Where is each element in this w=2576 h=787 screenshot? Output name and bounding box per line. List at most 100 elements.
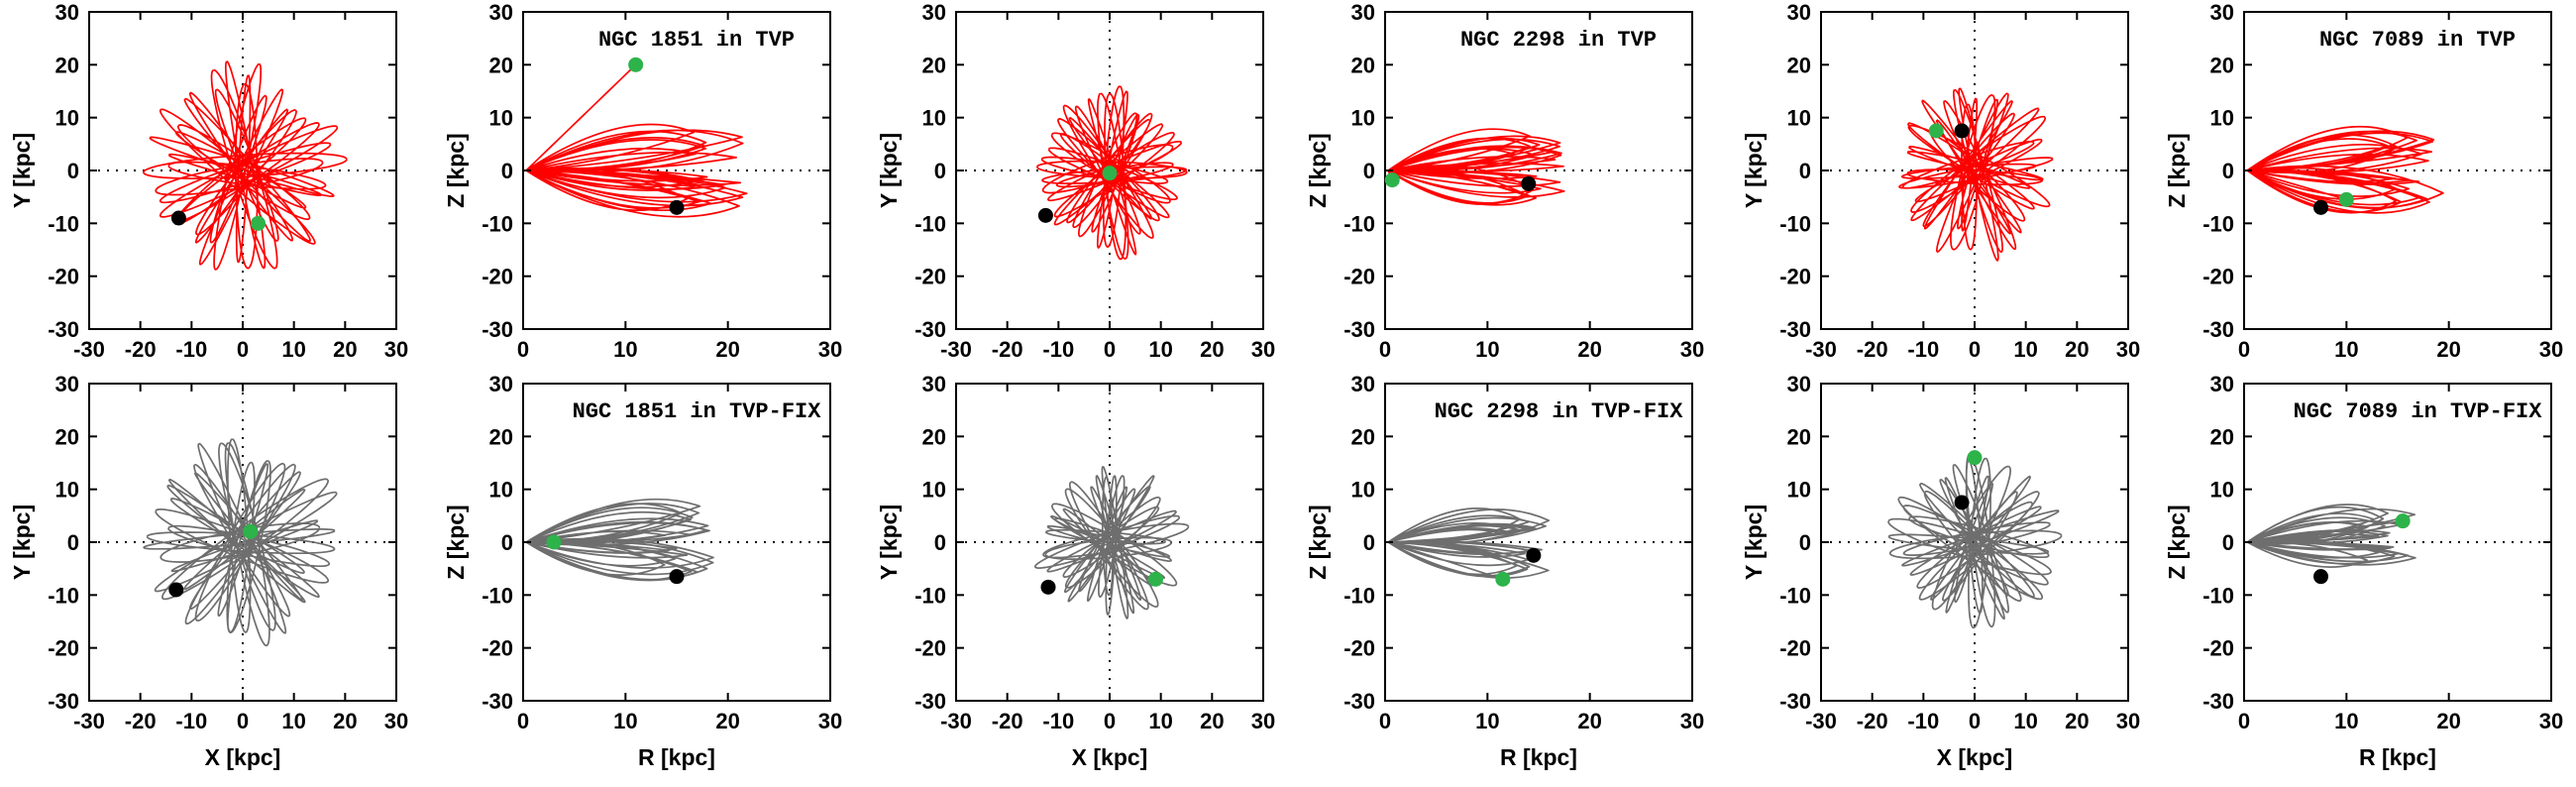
current-position-marker bbox=[669, 199, 685, 215]
y-tick-label: 30 bbox=[922, 372, 946, 396]
y-axis-label: Z [kpc] bbox=[1305, 133, 1331, 207]
y-tick-label: -30 bbox=[1343, 317, 1375, 342]
y-tick-label: 20 bbox=[922, 53, 946, 77]
y-tick-label: 0 bbox=[501, 530, 513, 555]
y-tick-label: -30 bbox=[1779, 689, 1811, 714]
y-axis-label: Y [kpc] bbox=[1741, 133, 1767, 208]
y-tick-label: -30 bbox=[482, 317, 513, 342]
orbit-path bbox=[1387, 507, 1551, 581]
y-tick-label: -10 bbox=[482, 211, 513, 236]
y-tick-label: -20 bbox=[48, 636, 79, 661]
x-tick-label: 30 bbox=[818, 337, 842, 362]
y-tick-label: 30 bbox=[489, 372, 513, 396]
y-axis-label: Z [kpc] bbox=[2164, 505, 2190, 579]
panel-1851-tvp-fix-xy: -30 -20 -10 0 10 20 30 -30 -20 -10 0 10 20 30 Y [kpc] X… bbox=[9, 372, 408, 770]
panel-1851-tvp-xy: -30 -20 -10 0 10 20 30 -30 -20 -10 0 10 20 30 Y [kpc] bbox=[9, 0, 408, 362]
x-tick-label: 30 bbox=[384, 709, 408, 733]
x-axis-label: X [kpc] bbox=[1072, 744, 1148, 770]
initial-position-marker bbox=[251, 215, 266, 231]
y-tick-label: 10 bbox=[1787, 106, 1811, 131]
x-tick-label: 0 bbox=[517, 337, 529, 362]
orbit-trace bbox=[525, 498, 714, 582]
x-tick-label: 10 bbox=[2013, 709, 2037, 733]
y-tick-label: -20 bbox=[1343, 265, 1375, 289]
x-axis-label: R [kpc] bbox=[2359, 744, 2436, 770]
y-tick-label: 20 bbox=[489, 53, 513, 77]
y-tick-label: -30 bbox=[914, 317, 946, 342]
orbit-path bbox=[525, 63, 748, 218]
x-tick-label: -20 bbox=[992, 709, 1023, 733]
y-tick-label: -30 bbox=[48, 689, 79, 714]
y-tick-label: 10 bbox=[1351, 106, 1375, 131]
x-tick-label: 0 bbox=[237, 709, 249, 733]
y-tick-label: -30 bbox=[914, 689, 946, 714]
panel-title: NGC 7089 in TVP-FIX bbox=[2294, 399, 2543, 424]
y-tick-label: 20 bbox=[922, 424, 946, 449]
y-tick-label: -10 bbox=[48, 583, 79, 608]
y-tick-label: -30 bbox=[48, 317, 79, 342]
x-tick-label: -10 bbox=[1042, 337, 1074, 362]
current-position-marker bbox=[1954, 123, 1970, 139]
initial-position-marker bbox=[1495, 571, 1511, 587]
x-tick-label: 10 bbox=[2013, 337, 2037, 362]
y-tick-label: 10 bbox=[489, 106, 513, 131]
x-axis-label: X [kpc] bbox=[1937, 744, 2013, 770]
y-tick-label: 0 bbox=[1799, 159, 1811, 183]
x-tick-label: 30 bbox=[1251, 337, 1275, 362]
y-tick-label: 0 bbox=[1799, 530, 1811, 555]
y-axis-label: Z [kpc] bbox=[443, 505, 469, 579]
x-tick-label: 10 bbox=[2334, 709, 2358, 733]
y-tick-label: 0 bbox=[2222, 159, 2234, 183]
y-tick-label: 30 bbox=[55, 0, 79, 25]
panel-2298-tvp-fix-rz: 0 10 20 30 -30 -20 -10 0 10 20 30 Z [kpc] R [kpc] NGC… bbox=[1305, 372, 1704, 770]
y-tick-label: -10 bbox=[482, 583, 513, 608]
orbit-trace bbox=[1033, 465, 1190, 619]
y-tick-label: 20 bbox=[2210, 424, 2234, 449]
panel-1851-tvp-rz: 0 10 20 30 -30 -20 -10 0 10 20 30 Z [kpc] NGC 1851 i… bbox=[443, 0, 842, 362]
y-tick-label: 30 bbox=[922, 0, 946, 25]
y-tick-label: 20 bbox=[55, 53, 79, 77]
panel-7089-tvp-fix-xy: -30 -20 -10 0 10 20 30 -30 -20 -10 0 10 20 30 Y [kpc] X… bbox=[1741, 372, 2140, 770]
x-tick-label: -10 bbox=[175, 337, 207, 362]
y-tick-label: 10 bbox=[55, 106, 79, 131]
y-tick-label: 30 bbox=[489, 0, 513, 25]
y-tick-label: 10 bbox=[2210, 106, 2234, 131]
panel-title: NGC 1851 in TVP bbox=[598, 28, 795, 53]
y-tick-label: 10 bbox=[55, 478, 79, 503]
y-axis-label: Z [kpc] bbox=[2164, 133, 2190, 207]
x-tick-label: 10 bbox=[1148, 709, 1172, 733]
x-tick-label: 0 bbox=[1379, 709, 1391, 733]
panel-7089-tvp-rz: 0 10 20 30 -30 -20 -10 0 10 20 30 Z [kpc] NGC 7089 i… bbox=[2164, 0, 2563, 362]
x-tick-label: 30 bbox=[2116, 337, 2140, 362]
x-tick-label: -30 bbox=[1805, 709, 1837, 733]
y-axis-label: Y [kpc] bbox=[876, 505, 902, 580]
x-tick-label: 0 bbox=[1969, 709, 1981, 733]
panel-1851-tvp-fix-rz: 0 10 20 30 -30 -20 -10 0 10 20 30 Z [kpc] R [kpc] NGC… bbox=[443, 372, 842, 770]
x-tick-label: 20 bbox=[1577, 337, 1601, 362]
x-tick-label: 20 bbox=[715, 337, 739, 362]
initial-position-marker bbox=[546, 534, 562, 550]
y-axis-label: Y [kpc] bbox=[876, 133, 902, 208]
y-tick-label: 20 bbox=[2210, 53, 2234, 77]
y-tick-label: 20 bbox=[55, 424, 79, 449]
orbit-trace bbox=[1898, 87, 2054, 262]
orbit-path bbox=[1387, 128, 1565, 206]
y-tick-label: 0 bbox=[1363, 530, 1375, 555]
x-tick-label: 20 bbox=[1577, 709, 1601, 733]
panel-7089-tvp-fix-rz: 0 10 20 30 -30 -20 -10 0 10 20 30 Z [kpc] R [kpc] NGC… bbox=[2164, 372, 2563, 770]
initial-position-marker bbox=[1148, 571, 1163, 587]
initial-position-marker bbox=[243, 523, 259, 539]
current-position-marker bbox=[1037, 207, 1053, 223]
x-tick-label: 30 bbox=[1680, 709, 1704, 733]
x-tick-label: -10 bbox=[1907, 337, 1939, 362]
y-tick-label: -30 bbox=[1343, 689, 1375, 714]
x-tick-label: 20 bbox=[715, 709, 739, 733]
y-tick-label: 30 bbox=[55, 372, 79, 396]
x-tick-label: 10 bbox=[2334, 337, 2358, 362]
x-tick-label: 0 bbox=[237, 337, 249, 362]
y-tick-label: 30 bbox=[1787, 372, 1811, 396]
y-tick-label: -20 bbox=[1343, 636, 1375, 661]
x-tick-label: -20 bbox=[125, 337, 157, 362]
panel-7089-tvp-xy: -30 -20 -10 0 10 20 30 -30 -20 -10 0 10 20 30 Y [kpc] bbox=[1741, 0, 2140, 362]
y-tick-label: 30 bbox=[1351, 372, 1375, 396]
